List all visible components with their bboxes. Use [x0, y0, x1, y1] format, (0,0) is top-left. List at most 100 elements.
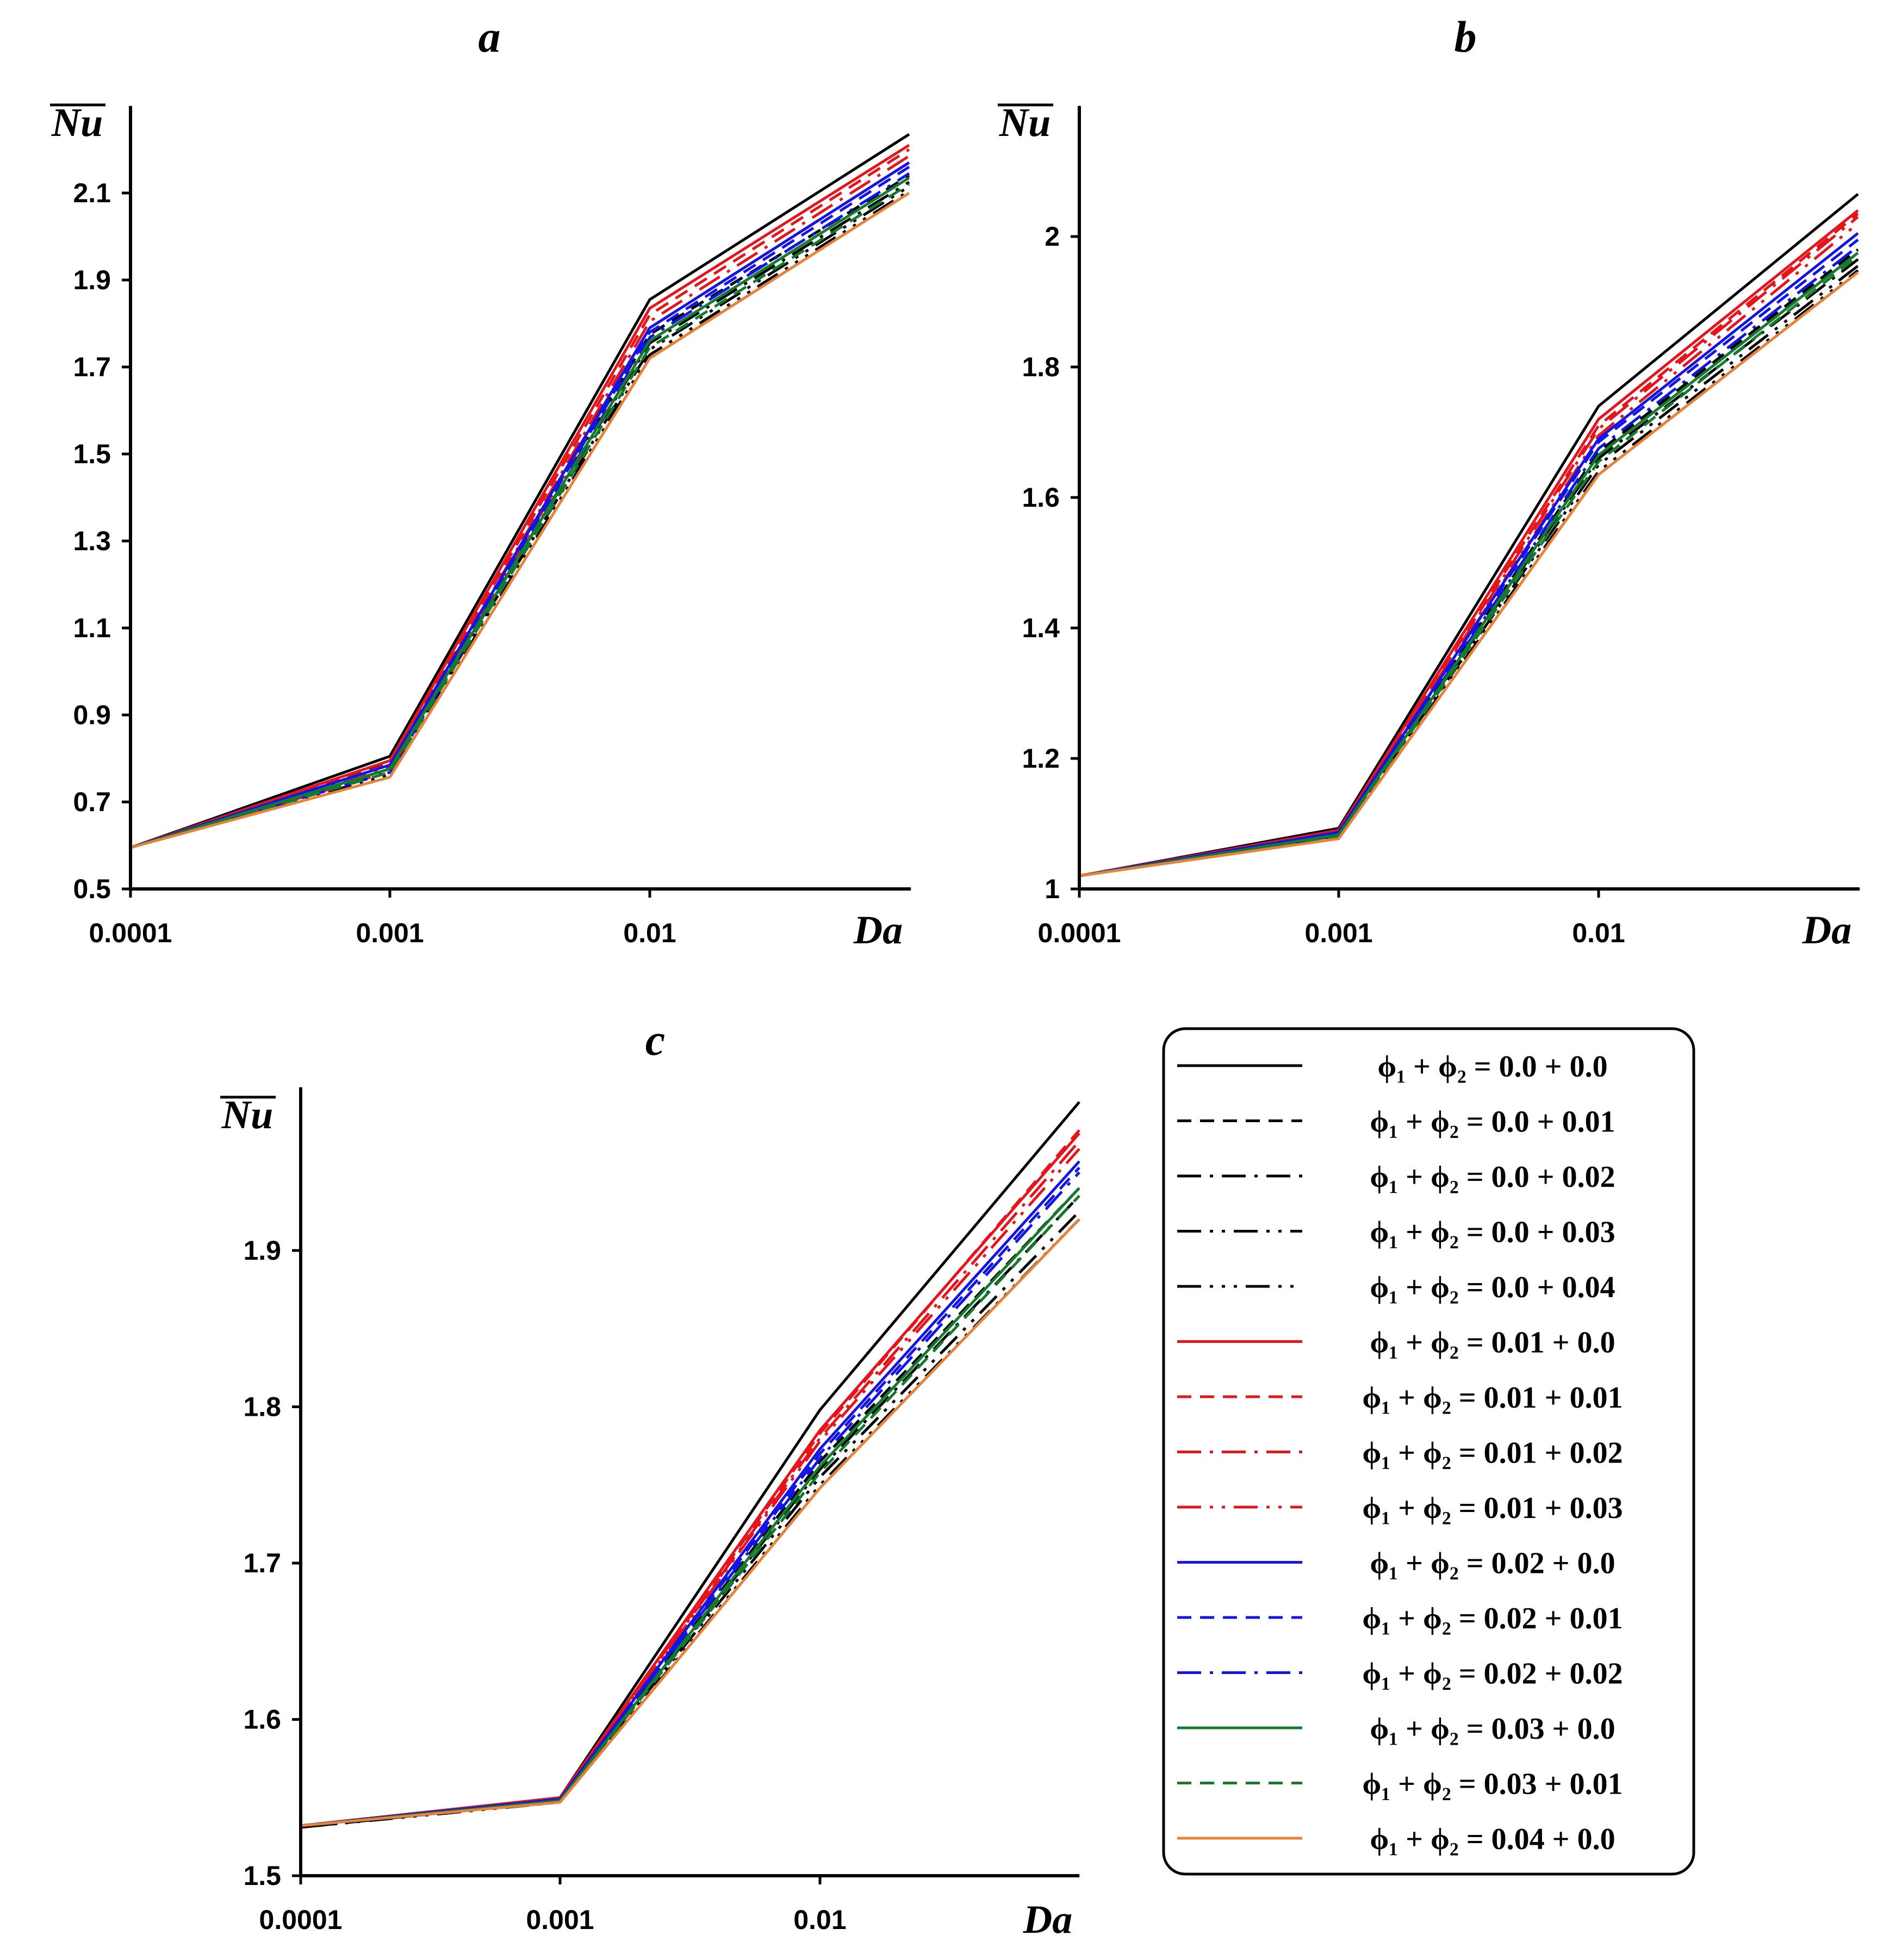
legend-entry: ϕ₁ + ϕ₂ = 0.0 + 0.03: [1177, 1216, 1615, 1249]
y-tick-label: 1.1: [73, 613, 111, 643]
chart-panel-b: b 1 1.2 1.4 1.6 1.8 2 0.0001 0.001 0.01 Nu Da: [998, 12, 1861, 953]
series-line-a-15: [130, 191, 910, 849]
x-tick-label: 0.001: [526, 1905, 594, 1935]
legend-label: ϕ₁ + ϕ₂ = 0.03 + 0.0: [1370, 1712, 1615, 1746]
series-layer-c: [300, 1101, 1080, 1829]
panel-title-c: c: [645, 1015, 665, 1065]
legend-entry: ϕ₁ + ϕ₂ = 0.01 + 0.02: [1177, 1436, 1623, 1470]
series-line-b-9: [1079, 222, 1859, 878]
series-line-c-13: [300, 1187, 1080, 1827]
panel-title-a: a: [478, 12, 501, 61]
legend-label: ϕ₁ + ϕ₂ = 0.04 + 0.0: [1370, 1822, 1615, 1856]
y-tick-label: 1.6: [1022, 482, 1060, 513]
legend-entry: ϕ₁ + ϕ₂ = 0.0 + 0.02: [1177, 1160, 1615, 1194]
legend-entry: ϕ₁ + ϕ₂ = 0.01 + 0.0: [1177, 1326, 1615, 1360]
y-tick-label: 1.6: [243, 1704, 281, 1735]
series-line-b-13: [1079, 252, 1859, 878]
y-tick-label: 1.8: [243, 1392, 281, 1422]
series-line-b-15: [1079, 271, 1859, 878]
x-tick-label: 0.001: [1304, 918, 1372, 948]
series-line-a-4: [130, 185, 910, 849]
y-tick-label: 2.1: [73, 178, 111, 208]
chart-panel-a: a 0.5 0.7 0.9 1.1 1.3 1.5 1.7 1.9 2.1 0.0001 0.001…: [50, 12, 912, 953]
y-axis-title-b: Nu: [999, 101, 1051, 145]
series-line-a-14: [130, 183, 910, 849]
y-tick-label: 1.4: [1022, 613, 1060, 643]
series-line-a-5: [130, 189, 910, 849]
y-tick-label: 1.7: [73, 352, 111, 382]
legend-label: ϕ₁ + ϕ₂ = 0.02 + 0.02: [1362, 1657, 1623, 1691]
series-line-c-8: [300, 1140, 1080, 1827]
series-layer-a: [130, 133, 910, 849]
series-line-a-10: [130, 161, 910, 849]
axes-a: 0.5 0.7 0.9 1.1 1.3 1.5 1.7 1.9 2.1 0.0001 0.001 0.…: [73, 105, 912, 948]
y-tick-label: 1.9: [243, 1235, 281, 1266]
y-tick-label: 0.7: [73, 787, 111, 817]
legend-entry: ϕ₁ + ϕ₂ = 0.0 + 0.0: [1177, 1050, 1608, 1084]
series-line-b-3: [1079, 258, 1859, 878]
series-line-a-8: [130, 154, 910, 849]
series-line-c-1: [300, 1101, 1080, 1827]
series-line-a-3: [130, 181, 910, 849]
series-line-c-12: [300, 1171, 1080, 1827]
panel-title-b: b: [1455, 12, 1477, 61]
x-tick-label: 0.0001: [89, 918, 172, 948]
legend-entry: ϕ₁ + ϕ₂ = 0.01 + 0.01: [1177, 1381, 1623, 1415]
x-axis-title-c: Da: [1023, 1897, 1072, 1942]
series-line-c-9: [300, 1148, 1080, 1827]
series-line-b-1: [1079, 193, 1859, 878]
legend-label: ϕ₁ + ϕ₂ = 0.02 + 0.0: [1370, 1547, 1615, 1581]
x-tick-label: 0.01: [1572, 918, 1625, 948]
y-tick-label: 1.3: [73, 526, 111, 556]
y-tick-label: 1.7: [243, 1548, 281, 1578]
series-line-b-5: [1079, 269, 1859, 878]
legend-label: ϕ₁ + ϕ₂ = 0.01 + 0.0: [1370, 1326, 1615, 1360]
series-line-a-13: [130, 176, 910, 849]
legend-entry: ϕ₁ + ϕ₂ = 0.0 + 0.04: [1177, 1271, 1615, 1304]
series-line-b-12: [1079, 245, 1859, 878]
series-line-a-7: [130, 148, 910, 849]
legend-entry: ϕ₁ + ϕ₂ = 0.02 + 0.02: [1177, 1657, 1623, 1691]
legend-entry: ϕ₁ + ϕ₂ = 0.02 + 0.0: [1177, 1547, 1615, 1581]
y-axis-title-a: Nu: [51, 101, 103, 145]
series-line-c-14: [300, 1194, 1080, 1827]
series-line-b-8: [1079, 216, 1859, 878]
legend-label: ϕ₁ + ϕ₂ = 0.0 + 0.04: [1370, 1271, 1615, 1304]
legend-label: ϕ₁ + ϕ₂ = 0.02 + 0.01: [1362, 1602, 1623, 1635]
y-tick-label: 1.8: [1022, 352, 1060, 382]
x-tick-label: 0.0001: [1038, 918, 1121, 948]
series-line-a-9: [130, 161, 910, 849]
series-line-a-6: [130, 144, 910, 849]
series-layer-b: [1079, 193, 1859, 878]
series-line-a-2: [130, 174, 910, 849]
legend-label: ϕ₁ + ϕ₂ = 0.0 + 0.02: [1370, 1160, 1615, 1194]
legend-entry: ϕ₁ + ϕ₂ = 0.03 + 0.0: [1177, 1712, 1615, 1746]
legend: ϕ₁ + ϕ₂ = 0.0 + 0.0 ϕ₁ + ϕ₂ = 0.0 + 0.01 ϕ…: [1162, 1027, 1695, 1876]
legend-label: ϕ₁ + ϕ₂ = 0.01 + 0.02: [1362, 1436, 1623, 1470]
y-tick-label: 1: [1045, 874, 1060, 904]
legend-label: ϕ₁ + ϕ₂ = 0.0 + 0.0: [1377, 1050, 1607, 1084]
legend-entry: ϕ₁ + ϕ₂ = 0.03 + 0.01: [1177, 1768, 1623, 1801]
y-tick-label: 1.9: [73, 265, 111, 295]
series-line-b-4: [1079, 265, 1859, 878]
y-tick-label: 0.9: [73, 700, 111, 730]
y-tick-label: 1.5: [73, 439, 111, 469]
series-line-b-11: [1079, 239, 1859, 878]
legend-entry: ϕ₁ + ϕ₂ = 0.02 + 0.01: [1177, 1602, 1623, 1635]
y-tick-label: 1.5: [243, 1861, 281, 1891]
legend-label: ϕ₁ + ϕ₂ = 0.03 + 0.01: [1362, 1768, 1623, 1801]
legend-entry: ϕ₁ + ϕ₂ = 0.01 + 0.03: [1177, 1491, 1623, 1525]
axes-b: 1 1.2 1.4 1.6 1.8 2 0.0001 0.001 0.01: [1022, 105, 1861, 948]
legend-entry: ϕ₁ + ϕ₂ = 0.0 + 0.01: [1177, 1105, 1615, 1139]
legend-entry: ϕ₁ + ϕ₂ = 0.04 + 0.0: [1177, 1822, 1615, 1856]
series-line-c-7: [300, 1129, 1080, 1827]
series-line-b-6: [1079, 209, 1859, 878]
series-line-c-10: [300, 1160, 1080, 1827]
series-line-a-1: [130, 133, 910, 849]
series-line-c-4: [300, 1210, 1080, 1829]
series-line-c-15: [300, 1218, 1080, 1827]
series-line-c-2: [300, 1187, 1080, 1829]
x-tick-label: 0.01: [623, 918, 676, 948]
series-line-a-12: [130, 172, 910, 849]
